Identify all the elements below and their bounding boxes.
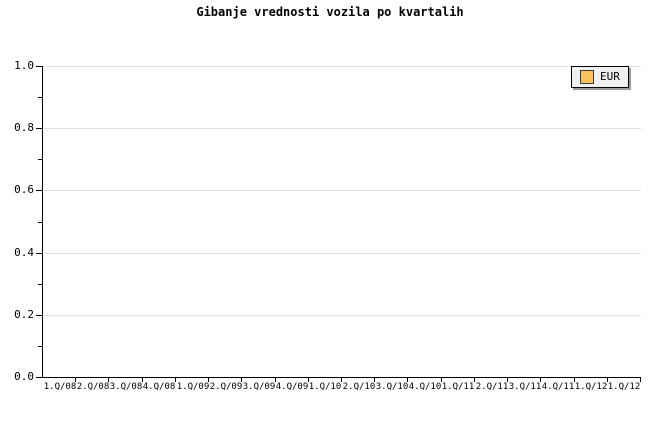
gridline [43, 315, 641, 316]
x-tick-label: 3.Q/08 [109, 382, 143, 392]
x-axis-tick [441, 377, 442, 382]
x-tick-label: 1.Q/09 [176, 382, 210, 392]
x-axis-tick [640, 377, 641, 382]
plot-area: 0.0 0.2 0.4 0.6 0.8 1.0 1.Q/08 2.Q/08 3.Q/08 4.Q/… [14, 60, 641, 392]
y-axis-major-tick [36, 190, 42, 191]
legend: EUR [571, 66, 629, 88]
x-tick-label: 2.Q/09 [209, 382, 243, 392]
y-tick-label: 0.0 [14, 370, 34, 383]
y-axis-minor-tick [38, 284, 42, 285]
legend-label-eur: EUR [600, 70, 620, 83]
y-tick-label: 0.6 [14, 183, 34, 196]
x-tick-label: 4.Q/08 [142, 382, 176, 392]
x-tick-label: 1.Q/12 [607, 382, 641, 392]
y-axis-major-tick [36, 66, 42, 67]
y-tick-label: 0.4 [14, 246, 34, 259]
x-tick-label: 3.Q/10 [375, 382, 409, 392]
y-axis-minor-tick [38, 346, 42, 347]
x-tick-label: 1.Q/10 [308, 382, 342, 392]
x-tick-label: 4.Q/11 [541, 382, 575, 392]
x-axis-tick [607, 377, 608, 382]
x-axis-tick [374, 377, 375, 382]
y-axis-major-tick [36, 377, 42, 378]
x-tick-label: 1.Q/12 [574, 382, 608, 392]
x-axis-tick [474, 377, 475, 382]
y-tick-label: 0.8 [14, 121, 34, 134]
x-tick-label: 2.Q/10 [342, 382, 376, 392]
x-axis-tick [208, 377, 209, 382]
x-axis-tick [142, 377, 143, 382]
x-axis-tick [75, 377, 76, 382]
x-tick-label: 1.Q/08 [43, 382, 77, 392]
x-axis-tick [407, 377, 408, 382]
y-axis-major-tick [36, 253, 42, 254]
x-axis-tick [341, 377, 342, 382]
gridline [43, 253, 641, 254]
y-tick-label: 1.0 [14, 59, 34, 72]
x-tick-label: 4.Q/10 [408, 382, 442, 392]
gridline [43, 66, 641, 67]
x-tick-label: 3.Q/09 [242, 382, 276, 392]
y-axis-minor-tick [38, 159, 42, 160]
x-axis-tick [540, 377, 541, 382]
y-axis-major-tick [36, 315, 42, 316]
gridline [43, 128, 641, 129]
x-axis-tick [275, 377, 276, 382]
x-tick-label: 4.Q/09 [275, 382, 309, 392]
gridline [43, 190, 641, 191]
x-tick-label: 3.Q/11 [508, 382, 542, 392]
chart-title: Gibanje vrednosti vozila po kvartalih [196, 5, 464, 19]
x-tick-label: 2.Q/08 [76, 382, 110, 392]
x-tick-label: 2.Q/11 [475, 382, 509, 392]
y-axis-minor-tick [38, 222, 42, 223]
x-axis-tick [308, 377, 309, 382]
x-axis-tick [574, 377, 575, 382]
y-axis-major-tick [36, 128, 42, 129]
x-axis-tick [175, 377, 176, 382]
y-axis-minor-tick [38, 97, 42, 98]
x-axis-tick [507, 377, 508, 382]
x-axis-tick [241, 377, 242, 382]
x-tick-label: 1.Q/11 [441, 382, 475, 392]
x-axis-tick [108, 377, 109, 382]
legend-swatch-eur-icon [580, 70, 594, 84]
y-tick-label: 0.2 [14, 308, 34, 321]
